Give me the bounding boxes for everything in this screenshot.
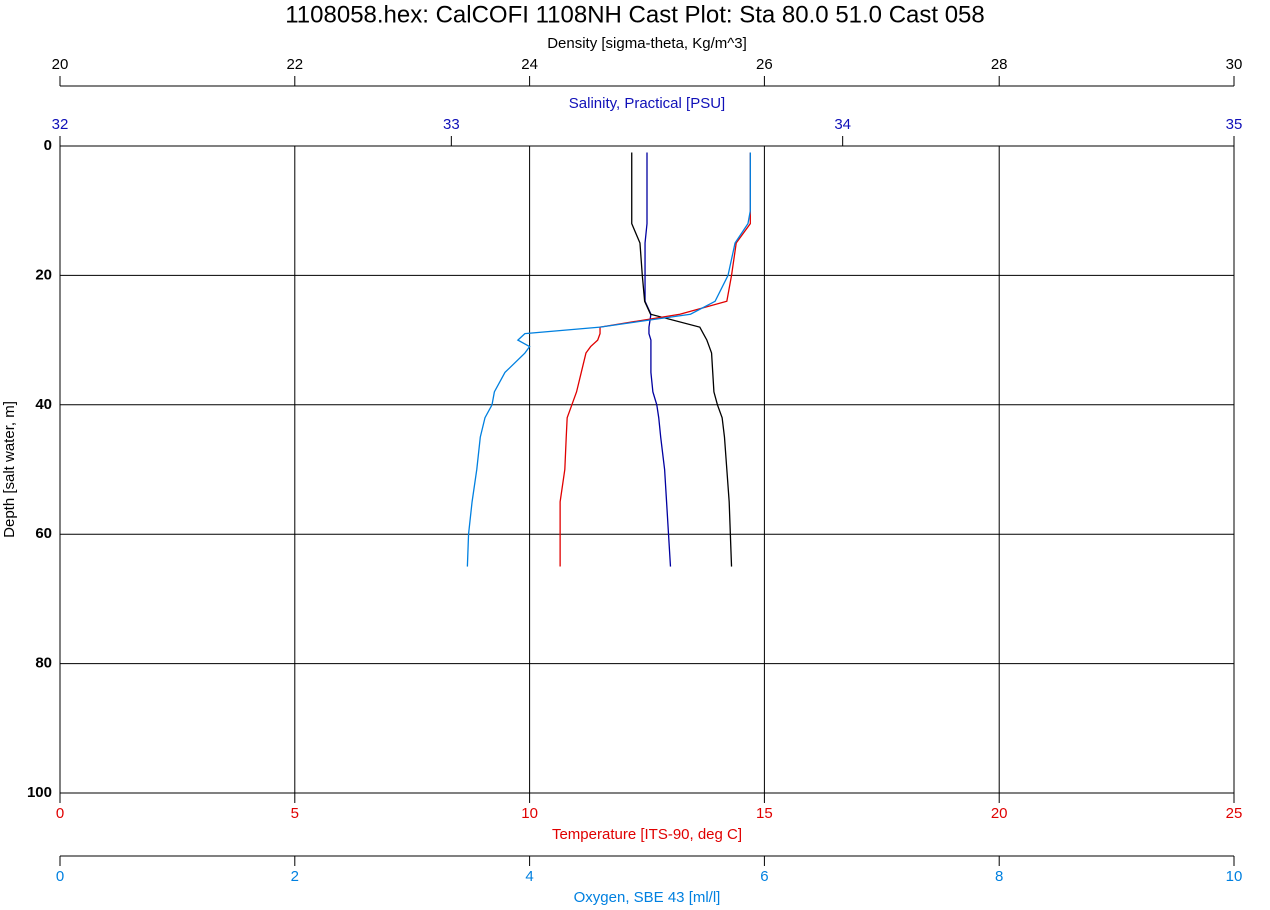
profile-line [631, 152, 733, 567]
x-tick-label: 30 [1226, 56, 1243, 73]
y-tick-label: 0 [44, 137, 52, 154]
x-tick-label: 0 [56, 868, 64, 885]
x-tick-label: 28 [991, 56, 1008, 73]
x-tick-label: 10 [521, 805, 538, 822]
profile-line [644, 152, 672, 567]
x-axis-title: Temperature [ITS-90, deg C] [552, 826, 742, 843]
y-tick-label: 60 [35, 525, 52, 542]
x-axis-title: Salinity, Practical [PSU] [569, 95, 725, 112]
x-tick-label: 0 [56, 805, 64, 822]
x-tick-label: 6 [760, 868, 768, 885]
x-axis-title: Density [sigma-theta, Kg/m^3] [547, 35, 747, 52]
x-tick-label: 24 [521, 56, 538, 73]
plot-frame [59, 145, 1235, 794]
chart-title: 1108058.hex: CalCOFI 1108NH Cast Plot: S… [285, 1, 985, 28]
x-tick-label: 32 [52, 116, 69, 133]
x-tick-label: 20 [991, 805, 1008, 822]
x-tick-label: 8 [995, 868, 1003, 885]
x-tick-label: 35 [1226, 116, 1243, 133]
x-tick-label: 4 [525, 868, 533, 885]
x-tick-label: 5 [291, 805, 299, 822]
x-tick-label: 20 [52, 56, 69, 73]
x-tick-label: 25 [1226, 805, 1243, 822]
y-tick-label: 40 [35, 396, 52, 413]
x-tick-label: 26 [756, 56, 773, 73]
profile-line [559, 152, 751, 567]
y-tick-label: 20 [35, 266, 52, 283]
y-tick-label: 80 [35, 655, 52, 672]
profile-line [466, 152, 751, 567]
x-tick-label: 2 [291, 868, 299, 885]
y-tick-label: 100 [27, 784, 52, 801]
x-tick-label: 34 [834, 116, 851, 133]
y-axis-title: Depth [salt water, m] [1, 401, 18, 538]
x-tick-label: 15 [756, 805, 773, 822]
x-tick-label: 22 [286, 56, 303, 73]
x-axis-title: Oxygen, SBE 43 [ml/l] [574, 889, 721, 906]
x-tick-label: 33 [443, 116, 460, 133]
x-tick-label: 10 [1226, 868, 1243, 885]
